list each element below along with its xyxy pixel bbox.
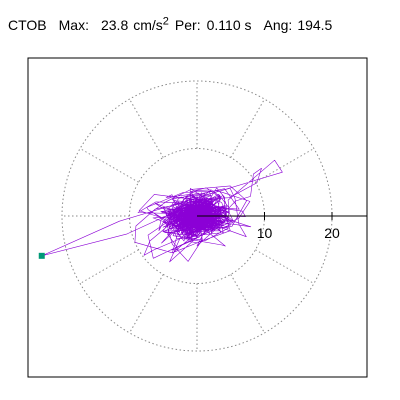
radial-tick-label-20: 20 (324, 225, 340, 241)
period-value: 0.110 s (206, 17, 252, 33)
radial-spoke-330 (255, 249, 315, 284)
max-unit: cm/s (133, 17, 163, 33)
radial-axis: 10 20 (197, 212, 367, 241)
radial-spoke-210 (79, 249, 139, 284)
max-marker-layer (38, 252, 45, 259)
chart-header: CTOB Max: 23.8 cm/s2 Per: 0.110 s Ang: 194.5 (8, 16, 332, 34)
radial-spoke-150 (79, 148, 139, 183)
period-label: Per: (174, 17, 201, 33)
radial-spoke-30 (255, 148, 315, 183)
max-unit-exponent: 2 (162, 15, 169, 28)
radial-spoke-300 (230, 274, 265, 334)
max-value: 23.8 (100, 17, 129, 33)
motion-trace (41, 159, 283, 263)
radial-spoke-120 (129, 98, 164, 158)
trace-path (41, 159, 283, 263)
radial-tick-label-10: 10 (257, 225, 273, 241)
angle-value: 194.5 (297, 17, 333, 33)
angle-label: Ang: (263, 17, 293, 33)
max-label: Max: (58, 17, 89, 33)
max-point-marker (38, 252, 45, 259)
radial-spoke-60 (230, 98, 265, 158)
plot-frame (27, 57, 368, 378)
station-code: CTOB (8, 17, 47, 33)
radial-spoke-240 (129, 274, 164, 334)
